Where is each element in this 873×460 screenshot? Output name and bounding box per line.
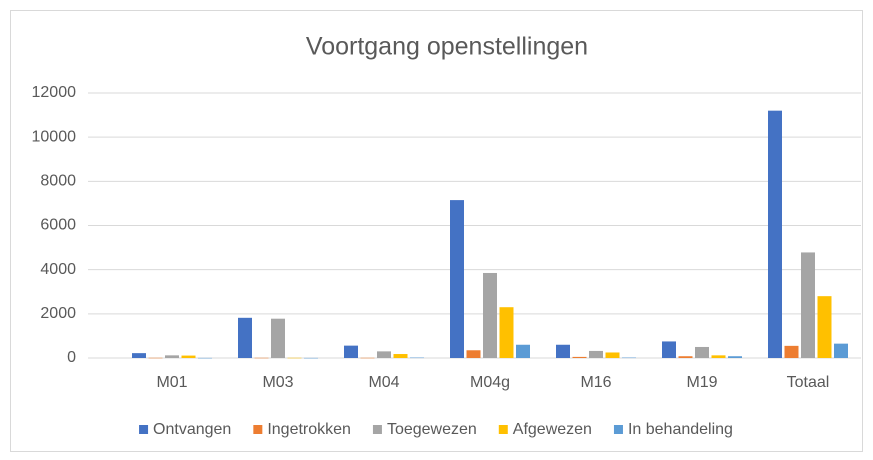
- bar: [711, 355, 726, 358]
- y-tick-label: 8000: [40, 173, 76, 190]
- bar: [499, 307, 514, 358]
- legend-swatch: [253, 425, 263, 434]
- y-tick-label: 0: [67, 349, 76, 366]
- bar: [728, 356, 742, 358]
- bar: [572, 356, 587, 358]
- bar: [304, 357, 318, 359]
- bar: [516, 344, 530, 358]
- bar: [271, 318, 285, 358]
- legend-swatch: [372, 425, 382, 434]
- bar: [834, 343, 848, 358]
- bar: [466, 350, 481, 358]
- bar: [556, 344, 570, 358]
- bar: [132, 353, 146, 358]
- bar: [801, 252, 815, 358]
- legend-label: Ingetrokken: [267, 421, 351, 438]
- y-tick-label: 12000: [32, 84, 77, 101]
- legend-swatch: [139, 425, 149, 434]
- bar: [589, 350, 603, 358]
- bar: [768, 110, 782, 359]
- y-tick-label: 4000: [40, 261, 76, 278]
- bar: [377, 351, 391, 358]
- x-tick-label: M16: [580, 374, 611, 391]
- bar: [784, 345, 799, 358]
- legend-label: Toegewezen: [387, 421, 477, 438]
- bar: [605, 352, 620, 358]
- x-tick-label: Totaal: [787, 374, 830, 391]
- bar: [483, 272, 497, 358]
- x-tick-label: M19: [686, 374, 717, 391]
- x-tick-label: M01: [156, 374, 187, 391]
- legend-label: Afgewezen: [513, 421, 592, 438]
- bar: [254, 357, 269, 359]
- bar: [817, 296, 832, 358]
- bar: [622, 357, 636, 359]
- bar: [148, 357, 163, 359]
- y-tick-label: 6000: [40, 217, 76, 234]
- bar: [662, 341, 676, 358]
- legend-label: In behandeling: [628, 421, 733, 438]
- chart-border: [10, 10, 863, 452]
- bar: [344, 345, 358, 358]
- bar: [410, 357, 424, 359]
- legend-label: Ontvangen: [153, 421, 231, 438]
- bar: [198, 357, 212, 359]
- bar: [393, 354, 408, 358]
- x-tick-label: M04: [368, 374, 399, 391]
- bar: [181, 355, 196, 358]
- legend-swatch: [613, 425, 623, 434]
- bar: [238, 317, 252, 358]
- bar: [165, 355, 179, 358]
- y-tick-label: 10000: [32, 128, 77, 145]
- bar: [695, 346, 709, 358]
- legend-swatch: [498, 425, 508, 434]
- x-tick-label: M04g: [470, 374, 510, 391]
- y-tick-label: 2000: [40, 305, 76, 322]
- bar: [360, 357, 375, 359]
- chart-title: Voortgang openstellingen: [306, 33, 588, 61]
- bar: [678, 356, 693, 358]
- x-tick-label: M03: [262, 374, 293, 391]
- bar: [287, 357, 302, 359]
- bar: [450, 200, 464, 358]
